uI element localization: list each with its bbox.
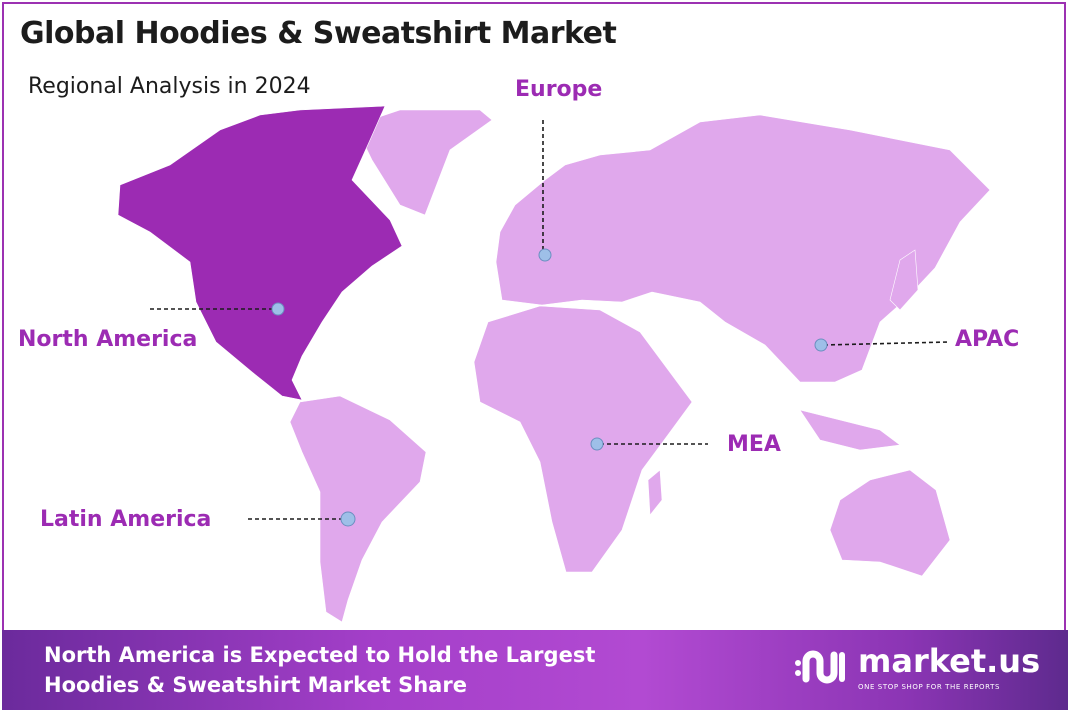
marker-north-america[interactable] [271,302,285,316]
footer-headline: North America is Expected to Hold the La… [44,640,595,700]
footer-banner: North America is Expected to Hold the La… [2,630,1068,710]
page-title: Global Hoodies & Sweatshirt Market [20,16,617,51]
logo-text: market.us ONE STOP SHOP FOR THE REPORTS [858,642,1040,692]
logo-mark-icon [795,650,845,684]
indonesia [799,409,901,451]
australia [829,469,951,577]
logo-tagline: ONE STOP SHOP FOR THE REPORTS [858,683,1001,691]
japan [889,249,919,311]
region-mea[interactable] [473,305,693,573]
greenland [354,109,493,216]
region-north-america[interactable] [117,105,403,401]
label-europe: Europe [515,77,603,102]
footer-line-2: Hoodies & Sweatshirt Market Share [44,673,467,697]
marker-latin-america[interactable] [340,511,356,527]
region-europe-asia[interactable] [495,114,991,383]
label-latin-america: Latin America [40,507,212,532]
madagascar [647,469,663,516]
region-latin-america[interactable] [289,395,427,623]
page-subtitle: Regional Analysis in 2024 [28,74,311,99]
label-north-america: North America [18,327,198,352]
marker-mea[interactable] [590,437,604,451]
marker-apac[interactable] [814,338,828,352]
logo-name: market.us [858,642,1041,680]
label-apac: APAC [955,327,1020,352]
world-map [117,105,991,623]
label-mea: MEA [727,432,781,457]
footer-line-1: North America is Expected to Hold the La… [44,643,596,667]
marker-europe[interactable] [538,248,552,262]
market-us-logo: market.us ONE STOP SHOP FOR THE REPORTS [792,642,1040,692]
